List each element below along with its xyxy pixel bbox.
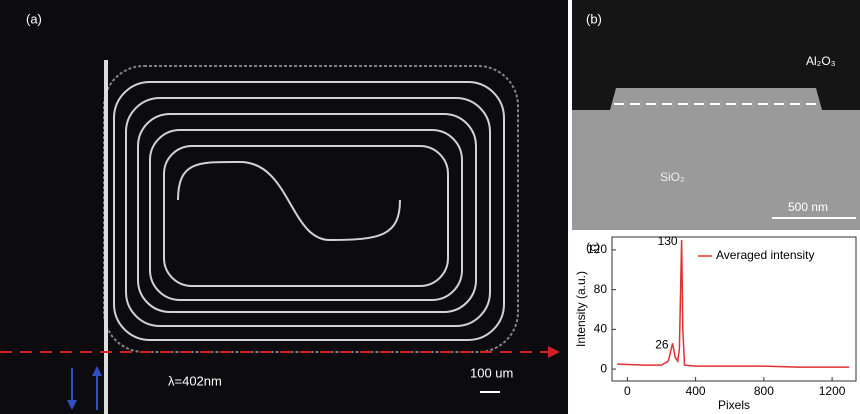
- y-tick-label: 0: [600, 361, 607, 375]
- scale-label: 500 nm: [788, 200, 828, 214]
- panel-label: (b): [586, 11, 602, 26]
- material-label: SiO₂: [660, 170, 685, 184]
- annotation: 26: [655, 337, 669, 351]
- scale-label: 100 um: [470, 365, 513, 380]
- x-tick-label: 400: [686, 384, 706, 398]
- substrate: [572, 88, 860, 230]
- panel-c: (c) Pixels Intensity (a.u.) 0 400 800 1200 0…: [574, 234, 857, 412]
- arrow-head: [548, 346, 560, 358]
- legend-label: Averaged intensity: [716, 248, 815, 262]
- material-label: Al₂O₃: [806, 54, 836, 68]
- panel-a: (a) λ=402nm 100 um: [0, 0, 568, 414]
- panel-label: (c): [586, 240, 600, 254]
- panel-b: (b) Al₂O₃ SiO₂ 500 nm: [572, 0, 860, 230]
- x-tick-label: 0: [624, 384, 631, 398]
- annotation: 130: [658, 234, 678, 248]
- arrow-head: [67, 400, 77, 410]
- series-line: [617, 239, 850, 368]
- x-tick-label: 800: [754, 384, 774, 398]
- x-tick-label: 1200: [819, 384, 846, 398]
- arrow-head: [92, 366, 102, 376]
- y-tick-label: 80: [594, 282, 608, 296]
- y-tick-label: 40: [594, 322, 608, 336]
- y-axis-label: Intensity (a.u.): [574, 271, 588, 347]
- wavelength-label: λ=402nm: [168, 373, 222, 388]
- micrograph: [0, 0, 568, 414]
- y-tick-label: 120: [587, 242, 607, 256]
- x-axis-label: Pixels: [718, 398, 750, 412]
- plot-frame: [611, 236, 857, 382]
- panel-label: (a): [26, 11, 42, 26]
